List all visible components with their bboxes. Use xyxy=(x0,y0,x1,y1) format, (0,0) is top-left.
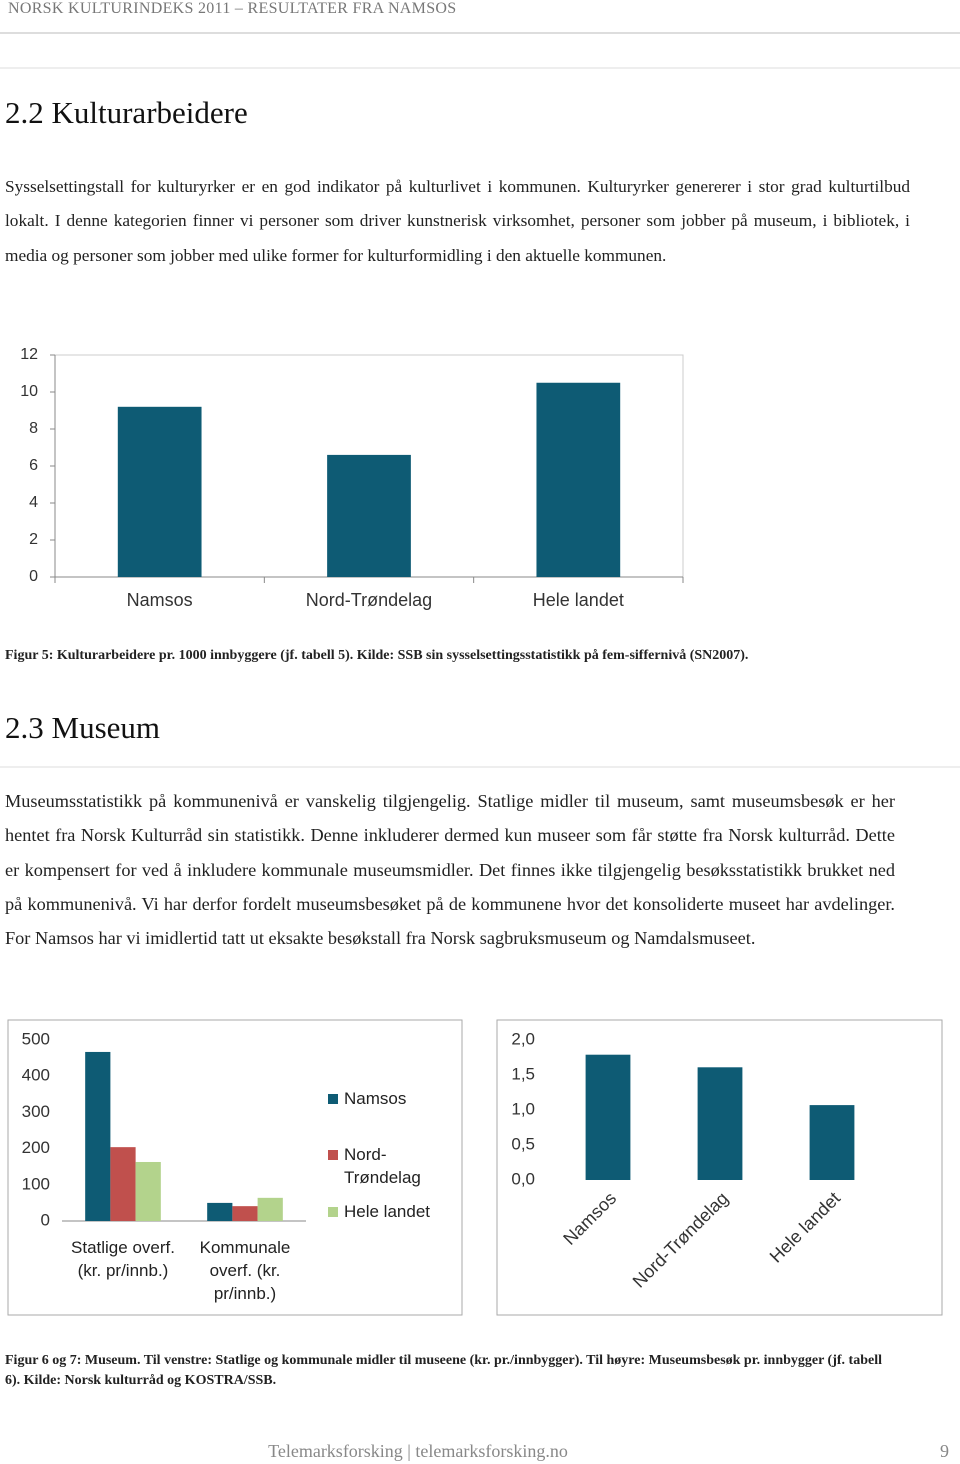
y-tick-label: 0 xyxy=(41,1210,50,1229)
running-header: NORSK KULTURINDEKS 2011 – RESULTATER FRA… xyxy=(8,0,457,17)
figure-caption: Figur 5: Kulturarbeidere pr. 1000 innbyg… xyxy=(5,648,749,663)
bar xyxy=(585,1054,631,1180)
y-tick-label: 400 xyxy=(22,1066,50,1085)
bar xyxy=(809,1105,855,1180)
y-tick-label: 12 xyxy=(20,346,38,363)
paragraph: Sysselsettingstall for kulturyrker er en… xyxy=(5,177,910,265)
bar xyxy=(85,1051,111,1221)
bar xyxy=(327,454,411,577)
bar xyxy=(117,406,202,577)
footer: Telemarksforsking | telemarksforsking.no xyxy=(268,1441,568,1461)
legend-swatch xyxy=(328,1150,338,1160)
x-tick-label: Nord-Trøndelag xyxy=(306,590,432,610)
y-tick-label: 6 xyxy=(29,457,38,474)
y-tick-label: 200 xyxy=(22,1138,50,1157)
x-tick-label: Hele landet xyxy=(766,1188,845,1267)
y-tick-label: 0 xyxy=(29,568,38,585)
x-tick-label: Namsos xyxy=(559,1188,620,1249)
chart-frame xyxy=(7,1019,463,1316)
x-tick-label: Namsos xyxy=(127,590,193,610)
y-tick-label: 100 xyxy=(22,1174,50,1193)
x-tick-label: Hele landet xyxy=(533,590,624,610)
bar xyxy=(257,1197,283,1221)
figure-caption: Figur 6 og 7: Museum. Til venstre: Statl… xyxy=(5,1353,882,1388)
legend-swatch xyxy=(328,1094,338,1104)
y-tick-label: 4 xyxy=(29,494,38,511)
legend-swatch xyxy=(328,1207,338,1217)
bar xyxy=(697,1067,743,1180)
paragraph: Museumsstatistikk på kommunenivå er vans… xyxy=(5,791,895,949)
bar xyxy=(536,382,621,577)
x-tick-label: Nord-Trøndelag xyxy=(629,1188,733,1292)
x-tick-label: Statlige overf. (kr. pr/innb.) xyxy=(71,1238,175,1280)
legend-label: Hele landet xyxy=(344,1202,431,1221)
page-number: 9 xyxy=(940,1441,949,1461)
y-tick-label: 2,0 xyxy=(511,1029,535,1048)
y-tick-label: 8 xyxy=(29,420,38,437)
section-heading: 2.3 Museum xyxy=(5,710,160,745)
y-tick-label: 0,0 xyxy=(511,1169,535,1188)
y-tick-label: 1,0 xyxy=(511,1099,535,1118)
bar xyxy=(232,1206,258,1221)
legend-label: Nord-Trøndelag xyxy=(344,1145,421,1187)
chart-frame xyxy=(496,1019,943,1316)
x-tick-label: Kommunale overf. (kr. pr/innb.) xyxy=(199,1238,291,1303)
bar xyxy=(207,1202,233,1221)
bar xyxy=(110,1147,136,1221)
y-tick-label: 500 xyxy=(22,1029,50,1048)
section-heading: 2.2 Kulturarbeidere xyxy=(5,95,248,130)
y-tick-label: 300 xyxy=(22,1102,50,1121)
y-tick-label: 2 xyxy=(29,531,38,548)
bar xyxy=(135,1161,161,1221)
y-tick-label: 0,5 xyxy=(511,1134,535,1153)
legend-label: Namsos xyxy=(344,1089,407,1108)
y-tick-label: 1,5 xyxy=(511,1064,535,1083)
y-tick-label: 10 xyxy=(20,383,38,400)
